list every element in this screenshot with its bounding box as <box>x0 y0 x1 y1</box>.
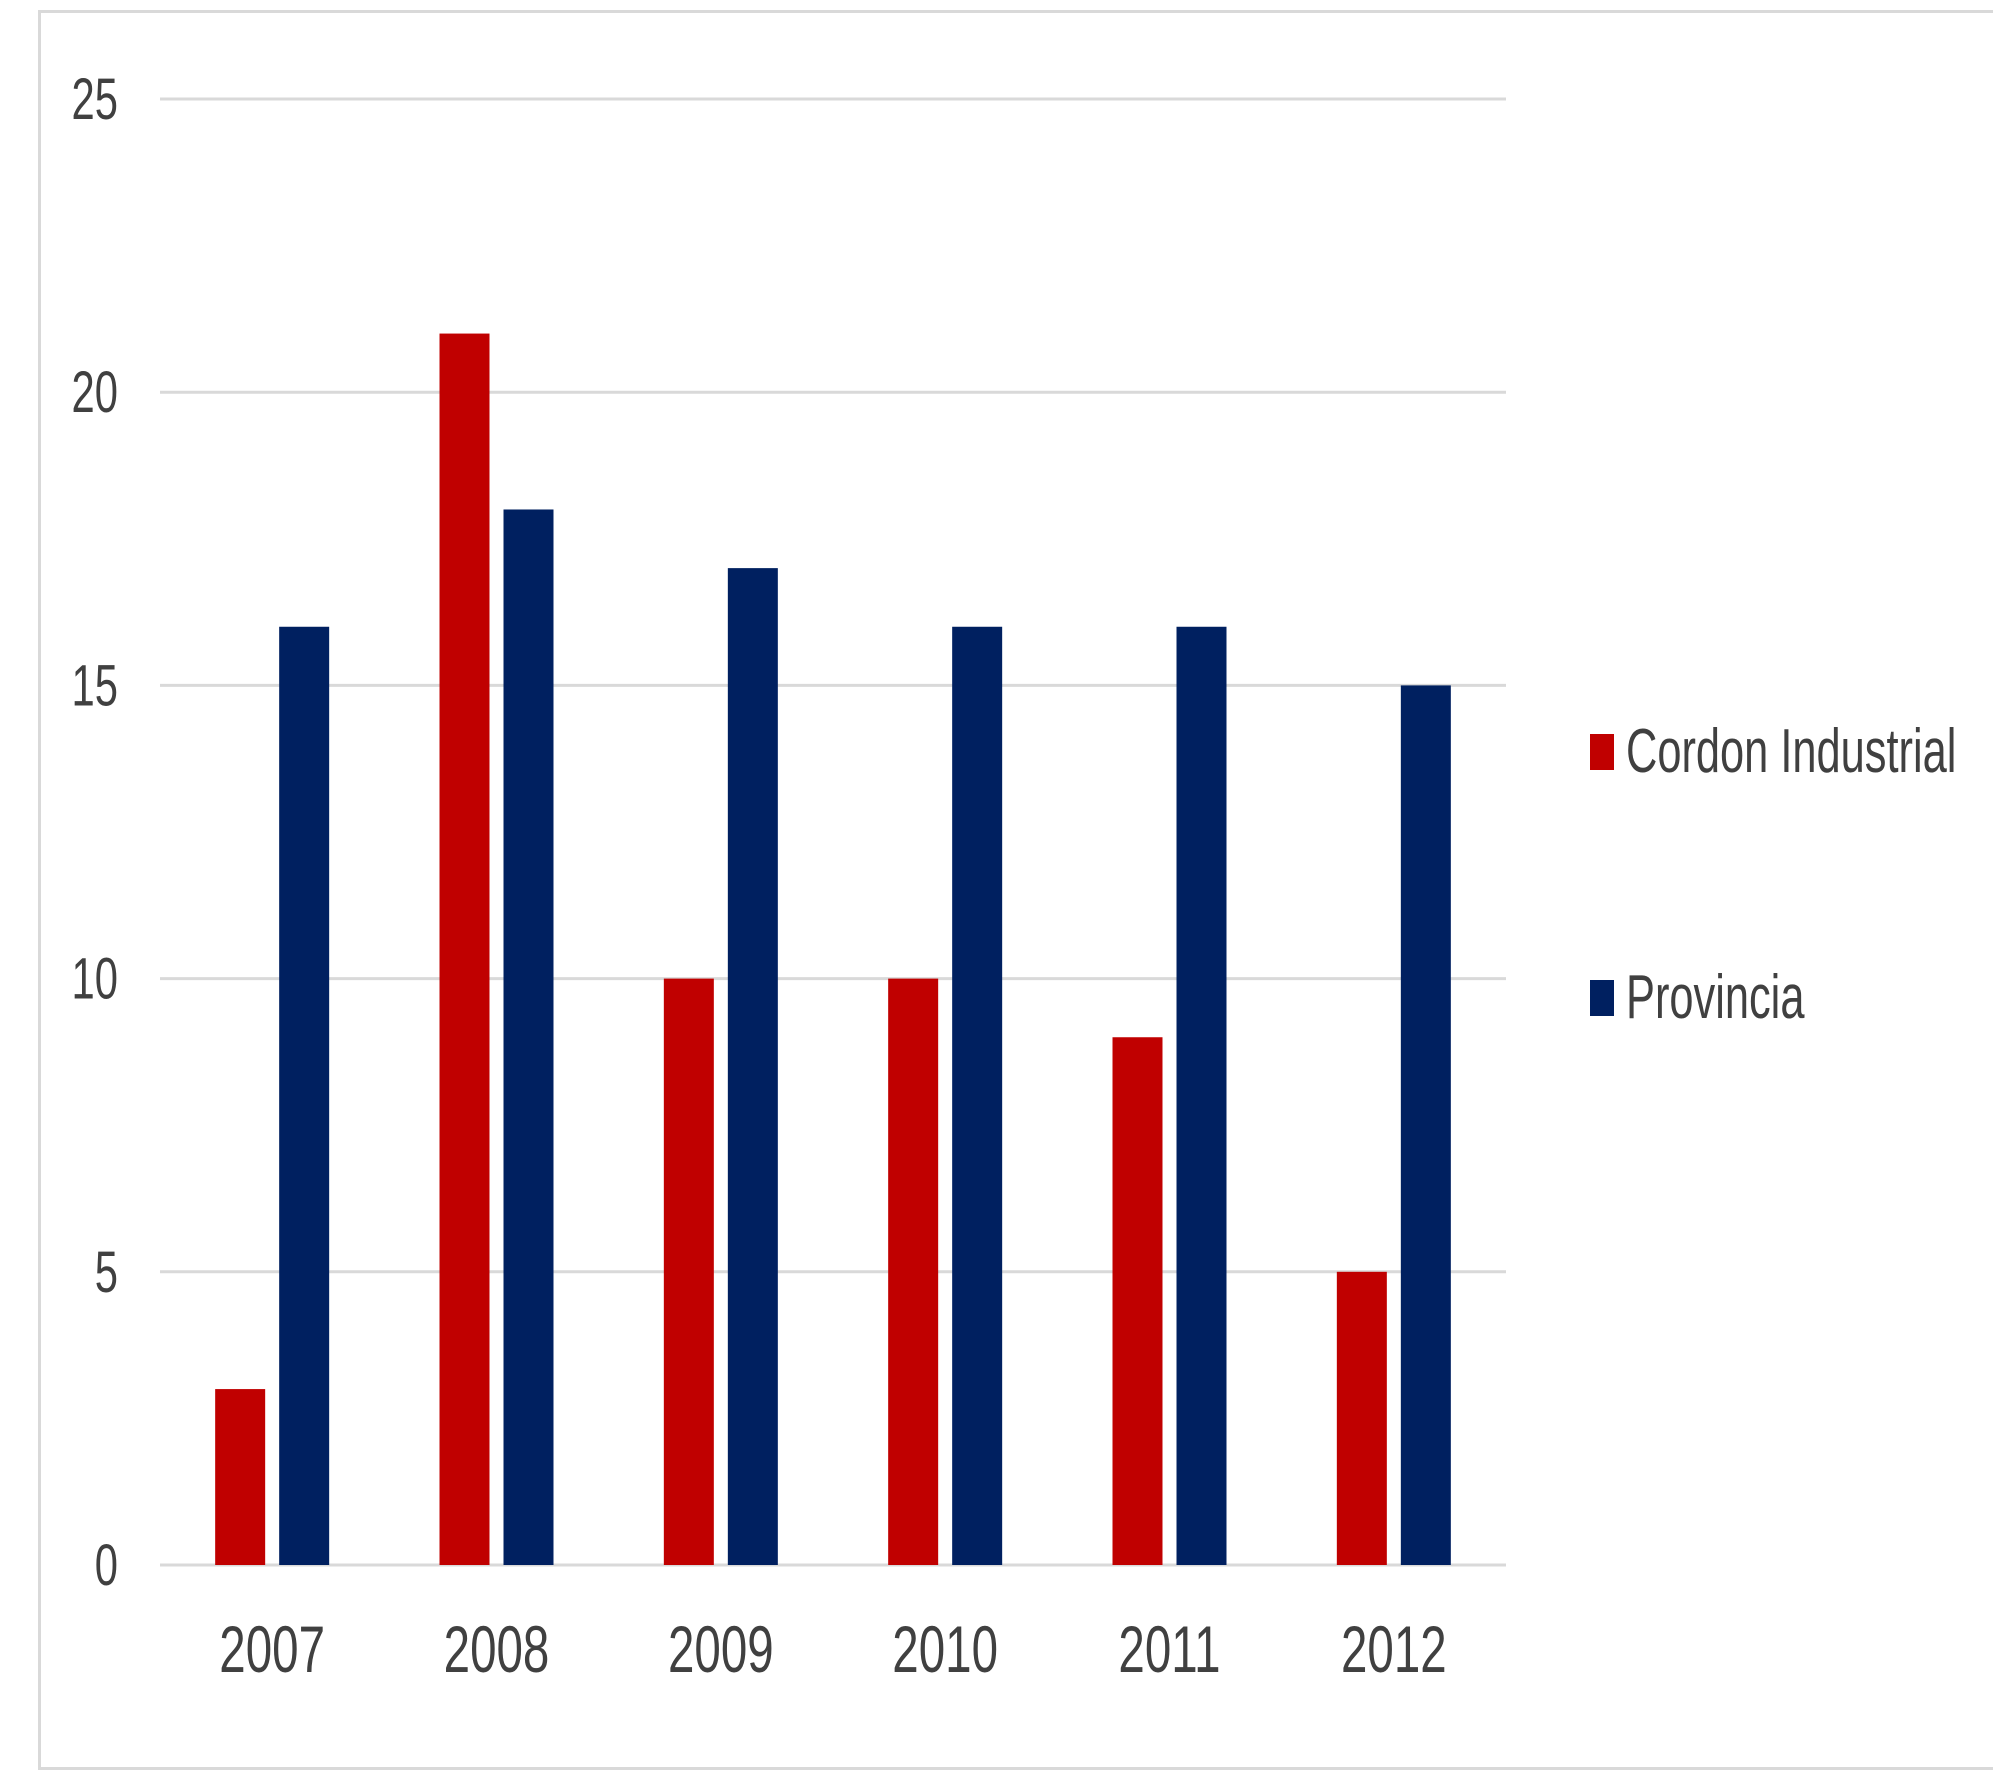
bar-provincia-2008 <box>503 509 554 1566</box>
legend-swatch-1 <box>1590 980 1614 1016</box>
x-tick-label: 2007 <box>219 1613 325 1686</box>
bar-cordon-industrial-2011 <box>1112 1037 1163 1565</box>
x-tick-label: 2009 <box>668 1613 774 1686</box>
x-tick-label: 2012 <box>1341 1613 1447 1686</box>
bar-cordon-industrial-2012 <box>1336 1271 1387 1565</box>
bar-provincia-2009 <box>727 568 778 1565</box>
chart-frame <box>38 10 1993 1770</box>
y-tick-label: 15 <box>72 653 118 718</box>
x-tick-label: 2008 <box>444 1613 550 1686</box>
legend-label: Cordon Industrial <box>1626 718 1956 786</box>
x-tick-label: 2011 <box>1118 1613 1220 1686</box>
y-tick-label: 20 <box>72 359 118 424</box>
bar-cordon-industrial-2007 <box>215 1389 266 1565</box>
bars <box>215 333 1451 1566</box>
legend: Cordon Industrial Provincia <box>1590 718 1956 1032</box>
legend-swatch-0 <box>1590 734 1614 770</box>
gridlines <box>160 97 1506 1567</box>
bar-provincia-2012 <box>1400 685 1451 1565</box>
y-tick-label: 0 <box>95 1532 118 1597</box>
y-tick-label: 10 <box>72 946 118 1011</box>
y-tick-label: 25 <box>72 66 118 131</box>
bar-provincia-2010 <box>952 626 1003 1565</box>
legend-label: Provincia <box>1626 964 1805 1032</box>
bar-provincia-2007 <box>279 626 330 1565</box>
bar-provincia-2011 <box>1176 626 1227 1565</box>
x-axis-ticks: 2007 2008 2009 2010 2011 2012 <box>219 1613 1446 1686</box>
bar-cordon-industrial-2008 <box>439 333 490 1565</box>
x-tick-label: 2010 <box>892 1613 998 1686</box>
y-tick-label: 5 <box>95 1239 118 1304</box>
bar-cordon-industrial-2009 <box>663 978 714 1565</box>
y-axis-ticks: 0 5 10 15 20 25 <box>72 66 118 1597</box>
bar-cordon-industrial-2010 <box>888 978 939 1565</box>
